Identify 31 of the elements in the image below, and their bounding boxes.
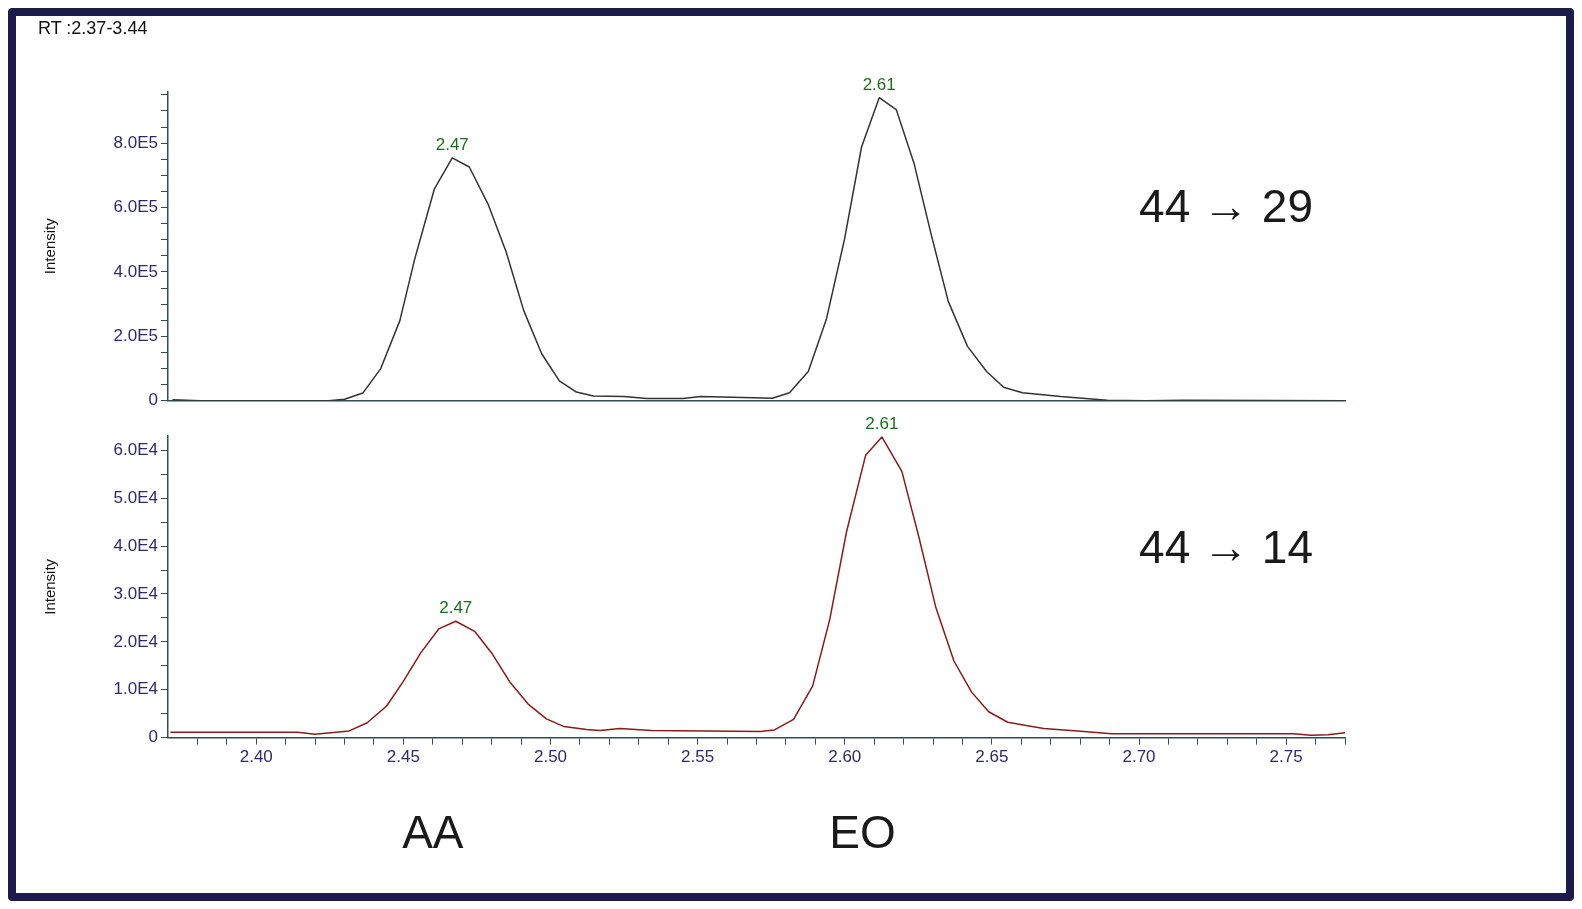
x-tick-label: 2.60 (828, 747, 862, 767)
x-tick-label: 2.70 (1122, 747, 1156, 767)
y-tick-label: 8.0E5 (113, 132, 158, 152)
x-tick-label: 2.65 (975, 747, 1009, 767)
x-tick-label: 2.55 (681, 747, 715, 767)
x-tick-label: 2.45 (386, 747, 420, 767)
x-tick-label: 2.75 (1269, 747, 1303, 767)
y-tick-label: 6.0E5 (113, 197, 158, 217)
x-tick-label: 2.40 (239, 747, 273, 767)
y-tick-label: 3.0E4 (113, 583, 158, 603)
y-tick-label: 2.0E4 (113, 631, 158, 651)
y-tick-label: 4.0E4 (113, 535, 158, 555)
y-axis-title: Intensity (41, 217, 59, 275)
annotation: 44 → 14 (1139, 521, 1313, 574)
text: AA (402, 806, 464, 859)
x-tick-label: 2.50 (533, 747, 568, 767)
text: EO (829, 806, 896, 859)
y-axis-title: Intensity (41, 558, 59, 615)
annotation: 2.61 (865, 414, 899, 434)
annotation: 2.47 (435, 135, 469, 155)
y-tick-label: 0 (148, 727, 158, 747)
y-tick-label: 5.0E4 (113, 487, 158, 507)
annotation: 44 → 29 (1139, 179, 1313, 232)
y-tick-label: 0 (148, 390, 158, 410)
y-tick-label: 2.0E5 (113, 326, 158, 346)
y-tick-label: 1.0E4 (113, 679, 158, 699)
annotation: 2.47 (439, 598, 473, 618)
y-tick-label: 6.0E4 (113, 440, 158, 460)
chart-title: RT :2.37-3.44 (38, 17, 148, 38)
y-tick-label: 4.0E5 (113, 261, 158, 281)
annotation: 2.61 (862, 74, 896, 94)
